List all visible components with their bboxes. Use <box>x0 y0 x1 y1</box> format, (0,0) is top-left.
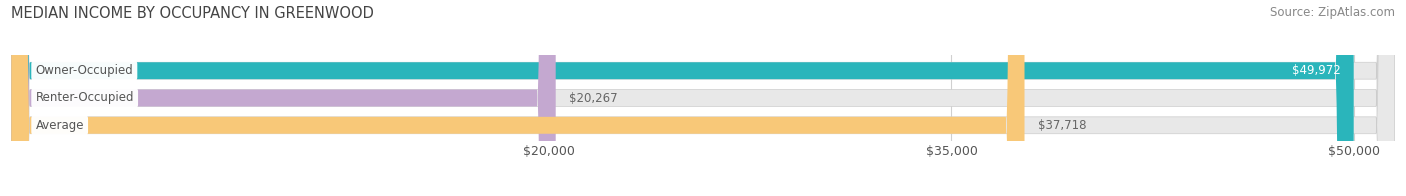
FancyBboxPatch shape <box>11 0 1025 196</box>
FancyBboxPatch shape <box>11 0 1354 196</box>
Text: Renter-Occupied: Renter-Occupied <box>35 92 134 104</box>
Text: $20,267: $20,267 <box>569 92 617 104</box>
Text: $49,972: $49,972 <box>1292 64 1340 77</box>
FancyBboxPatch shape <box>11 0 1395 196</box>
Text: Source: ZipAtlas.com: Source: ZipAtlas.com <box>1270 6 1395 19</box>
Text: Owner-Occupied: Owner-Occupied <box>35 64 134 77</box>
Text: MEDIAN INCOME BY OCCUPANCY IN GREENWOOD: MEDIAN INCOME BY OCCUPANCY IN GREENWOOD <box>11 6 374 21</box>
FancyBboxPatch shape <box>11 0 555 196</box>
Text: $37,718: $37,718 <box>1038 119 1087 132</box>
FancyBboxPatch shape <box>11 0 1395 196</box>
FancyBboxPatch shape <box>11 0 1395 196</box>
Text: Average: Average <box>35 119 84 132</box>
